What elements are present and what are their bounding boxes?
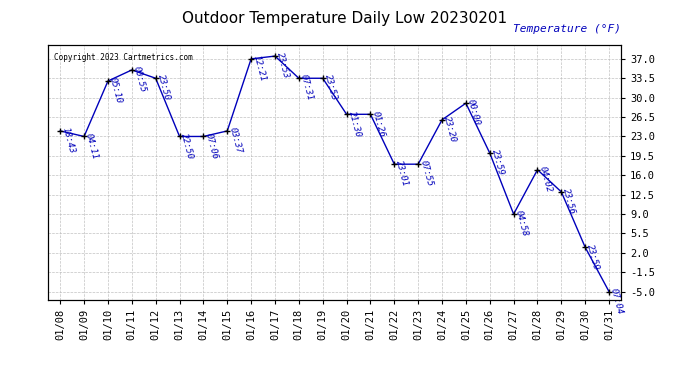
Text: 03:37: 03:37 bbox=[227, 126, 243, 154]
Text: 04:02: 04:02 bbox=[538, 165, 553, 194]
Text: 01:26: 01:26 bbox=[371, 110, 386, 138]
Text: 18:43: 18:43 bbox=[60, 126, 76, 154]
Text: 07:06: 07:06 bbox=[204, 132, 219, 160]
Text: 07:55: 07:55 bbox=[418, 160, 434, 188]
Text: Copyright 2023 Cartmetrics.com: Copyright 2023 Cartmetrics.com bbox=[54, 53, 193, 62]
Text: 04:58: 04:58 bbox=[513, 210, 529, 238]
Text: 23:50: 23:50 bbox=[156, 74, 171, 102]
Text: 07:04: 07:04 bbox=[609, 287, 624, 315]
Text: 00:55: 00:55 bbox=[132, 65, 148, 94]
Text: 04:11: 04:11 bbox=[84, 132, 100, 160]
Text: Outdoor Temperature Daily Low 20230201: Outdoor Temperature Daily Low 20230201 bbox=[182, 11, 508, 26]
Text: 00:00: 00:00 bbox=[466, 99, 482, 127]
Text: Temperature (°F): Temperature (°F) bbox=[513, 24, 621, 34]
Text: 21:30: 21:30 bbox=[346, 110, 362, 138]
Text: 07:31: 07:31 bbox=[299, 74, 315, 102]
Text: 12:21: 12:21 bbox=[251, 54, 267, 82]
Text: 05:10: 05:10 bbox=[108, 76, 124, 105]
Text: 23:53: 23:53 bbox=[275, 51, 290, 80]
Text: 23:59: 23:59 bbox=[490, 148, 505, 177]
Text: 23:53: 23:53 bbox=[323, 74, 338, 102]
Text: 23:56: 23:56 bbox=[562, 188, 577, 216]
Text: 23:01: 23:01 bbox=[394, 160, 410, 188]
Text: 23:59: 23:59 bbox=[585, 243, 601, 271]
Text: 23:20: 23:20 bbox=[442, 115, 457, 144]
Text: 22:50: 22:50 bbox=[179, 132, 195, 160]
